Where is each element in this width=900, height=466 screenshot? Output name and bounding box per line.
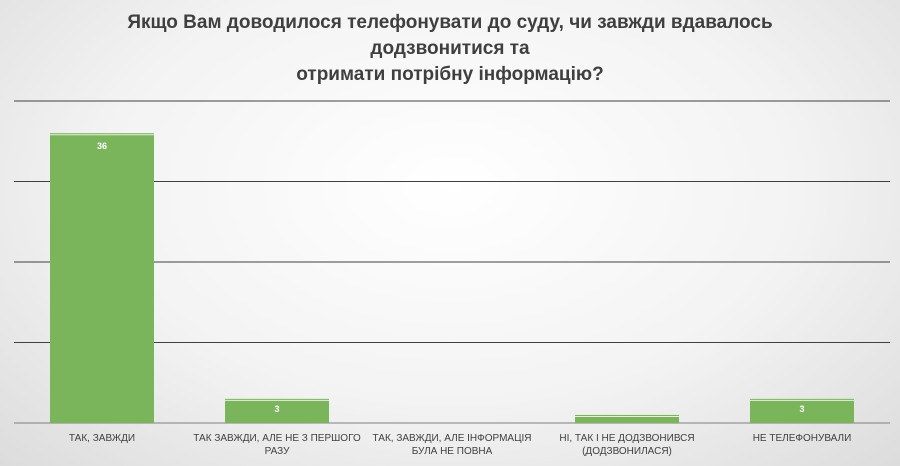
x-tick-label: ТАК, ЗАВЖДИ, АЛЕ ІНФОРМАЦІЯ БУЛА НЕ ПОВН… — [372, 433, 532, 457]
bar — [575, 414, 679, 423]
bar — [50, 133, 154, 423]
bar — [750, 398, 854, 423]
x-tick-label: ТАК, ЗАВЖДИ — [68, 433, 136, 444]
x-tick-label: НЕ ТЕЛЕФОНУВАЛИ — [752, 433, 852, 444]
data-label: 36 — [97, 141, 107, 151]
x-tick-label: ТАК ЗАВЖДИ, АЛЕ НЕ З ПЕРШОГО РАЗУ — [193, 433, 361, 457]
bar — [225, 398, 329, 423]
x-tick-label: НІ, ТАК І НЕ ДОДЗВОНИВСЯ (ДОДЗВОНИЛАСЯ) — [559, 433, 695, 457]
data-label: 3 — [799, 404, 804, 414]
data-label: 3 — [274, 404, 279, 414]
chart-title: Якщо Вам доводилося телефонувати до суду… — [127, 12, 773, 85]
